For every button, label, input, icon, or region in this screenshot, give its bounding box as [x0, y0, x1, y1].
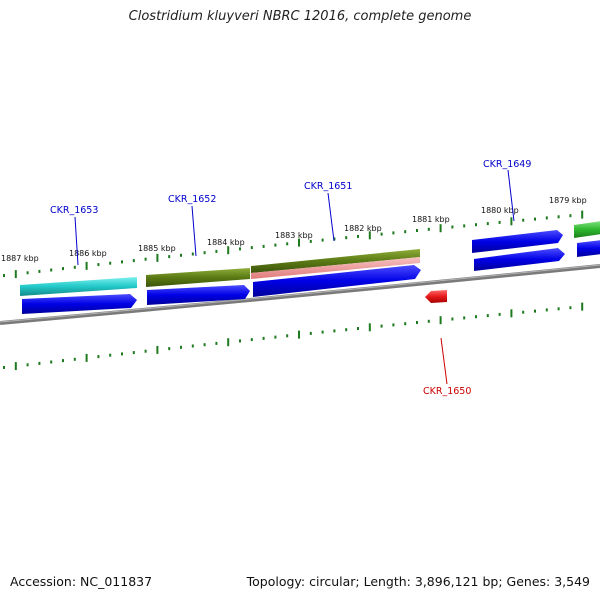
tick-label-1884: 1884 kbp: [207, 238, 245, 247]
leader-line-ckr-1650: [440, 337, 448, 385]
reverse-feature-ckr-1650[interactable]: [425, 290, 447, 303]
genome-backbone-highlight: [0, 264, 600, 323]
genome-backbone: [0, 264, 600, 325]
tick-label-1882: 1882 kbp: [344, 224, 382, 233]
gene-label-ckr-1653[interactable]: CKR_1653: [50, 205, 98, 216]
leader-line-ckr-1651: [327, 192, 335, 242]
cds-arrow-ckr-1652[interactable]: [147, 285, 250, 305]
outer-tick-ring: [3, 210, 584, 279]
map-title: Clostridium kluyveri NBRC 12016, complet…: [128, 9, 472, 24]
feature-ckr-1649[interactable]: [574, 221, 600, 238]
tick-label-1885: 1885 kbp: [138, 244, 176, 253]
leader-line-ckr-1652: [191, 205, 197, 257]
tick-label-1886: 1886 kbp: [69, 249, 107, 258]
gene-label-ckr-1651[interactable]: CKR_1651: [304, 181, 352, 192]
feature-ckr-1653[interactable]: [20, 277, 137, 296]
tick-label-1887: 1887 kbp: [1, 254, 39, 263]
leader-line-ckr-1653: [74, 216, 79, 266]
tick-label-1880: 1880 kbp: [481, 206, 519, 215]
leader-line-ckr-1649: [507, 169, 515, 222]
accession-text: Accession: NC_011837: [10, 574, 153, 589]
cds-arrow-ckr-1648[interactable]: [577, 240, 600, 257]
genome-summary-text: Topology: circular; Length: 3,896,121 bp…: [246, 574, 590, 589]
feature-ckr-1651[interactable]: [251, 249, 420, 273]
cds-arrow-ckr-1649-upper[interactable]: [472, 230, 563, 253]
feature-ckr-1652[interactable]: [146, 268, 250, 287]
tick-label-1883: 1883 kbp: [275, 231, 313, 240]
rna-feature-ckr-1651[interactable]: [251, 257, 420, 279]
gene-label-ckr-1649[interactable]: CKR_1649: [483, 159, 531, 170]
tick-label-1879: 1879 kbp: [549, 196, 587, 205]
inner-tick-ring: [3, 302, 584, 371]
gene-label-ckr-1652[interactable]: CKR_1652: [168, 194, 216, 205]
gene-label-ckr-1650[interactable]: CKR_1650: [423, 386, 471, 397]
cds-arrow-ckr-1649-lower[interactable]: [474, 248, 565, 271]
cds-arrow-ckr-1653[interactable]: [22, 294, 137, 314]
cds-arrow-ckr-1651[interactable]: [253, 265, 421, 297]
tick-label-1881: 1881 kbp: [412, 215, 450, 224]
